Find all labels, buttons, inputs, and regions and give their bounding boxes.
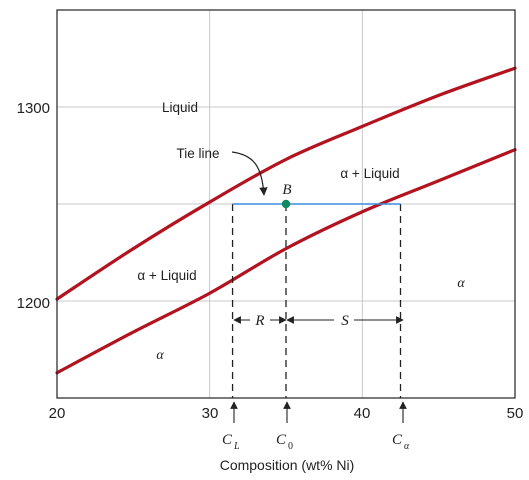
phase-boundaries [55, 66, 517, 375]
calpha-label-sub: α [404, 441, 410, 452]
point-b [281, 199, 291, 209]
calpha-label: C α [392, 432, 410, 452]
x-tick-labels: 20 30 40 50 [49, 405, 524, 422]
region-label-alpha-left: α [156, 348, 164, 363]
y-tick-label: 1300 [17, 100, 50, 117]
tie-line-construction [231, 199, 402, 398]
cl-label: C L [222, 432, 240, 452]
region-label-alpha-liquid-upper: α + Liquid [340, 166, 399, 181]
tie-line-arrow [231, 151, 268, 196]
c0-label-sub: 0 [288, 441, 293, 452]
x-axis-title: Composition (wt% Ni) [220, 457, 355, 473]
region-label-alpha-right: α [457, 276, 465, 291]
solidus-line [55, 148, 517, 375]
s-label: S [341, 313, 349, 329]
r-label-bg [250, 310, 270, 328]
c0-label-main: C [276, 432, 287, 448]
region-label-liquid: Liquid [162, 100, 198, 115]
x-tick-label: 40 [354, 405, 371, 422]
plot-frame [56, 9, 516, 399]
tie-line-label: Tie line [176, 146, 219, 161]
y-tick-labels: 1200 1300 [17, 100, 50, 312]
region-label-alpha-liquid-left: α + Liquid [137, 268, 196, 283]
s-label-bg [334, 310, 354, 328]
cl-label-sub: L [233, 441, 240, 452]
cl-label-main: C [222, 432, 233, 448]
point-label-b: B [282, 182, 291, 198]
c0-label: C 0 [276, 432, 293, 452]
calpha-label-main: C [392, 432, 403, 448]
x-tick-label: 30 [202, 405, 219, 422]
y-tick-label: 1200 [17, 295, 50, 312]
liquidus-line [55, 66, 517, 301]
r-label: R [254, 313, 264, 329]
x-tick-label: 50 [507, 405, 524, 422]
x-tick-label: 20 [49, 405, 66, 422]
